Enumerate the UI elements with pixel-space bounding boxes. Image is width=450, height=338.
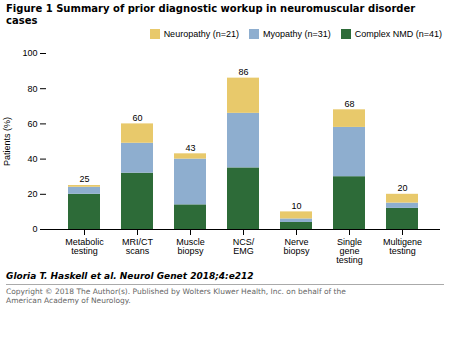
svg-text:Singlegenetesting: Singlegenetesting [336, 237, 363, 265]
svg-text:43: 43 [185, 143, 195, 153]
svg-text:Multigenetesting: Multigenetesting [383, 237, 422, 256]
svg-text:MRI/CTscans: MRI/CTscans [122, 237, 153, 256]
svg-text:25: 25 [79, 174, 89, 184]
svg-text:20: 20 [397, 183, 407, 193]
svg-text:Nervebiopsy: Nervebiopsy [283, 237, 310, 256]
svg-text:80: 80 [27, 84, 37, 94]
svg-text:100: 100 [22, 48, 37, 58]
html-text:Complex NMD (n=41): Complex NMD (n=41) [354, 29, 442, 39]
svg-text:0: 0 [32, 224, 37, 234]
svg-text:60: 60 [132, 113, 142, 123]
html-text:Neuropathy (n=21): Neuropathy (n=21) [163, 29, 239, 39]
svg-text:10: 10 [291, 201, 301, 211]
svg-text:Musclebiopsy: Musclebiopsy [176, 237, 205, 256]
svg-text:20: 20 [27, 189, 37, 199]
svg-text:NCS/EMG: NCS/EMG [233, 237, 255, 256]
html-text:Copyright © 2018 The Author(s): Copyright © 2018 The Author(s). Publishe… [6, 286, 346, 305]
svg-text:86: 86 [238, 67, 248, 77]
svg-text:60: 60 [27, 119, 37, 129]
svg-text:68: 68 [344, 99, 354, 109]
svg-text:Metabolictesting: Metabolictesting [65, 237, 104, 256]
html-text:Gloria T. Haskell et al. Neuro: Gloria T. Haskell et al. Neurol Genet 20… [6, 271, 254, 281]
svg-text:40: 40 [27, 154, 37, 164]
svg-text:Patients (%): Patients (%) [2, 117, 12, 166]
html-text:Figure 1 Summary of prior diag: Figure 1 Summary of prior diagnostic wor… [6, 3, 416, 26]
html-text:Myopathy (n=31): Myopathy (n=31) [262, 29, 331, 39]
